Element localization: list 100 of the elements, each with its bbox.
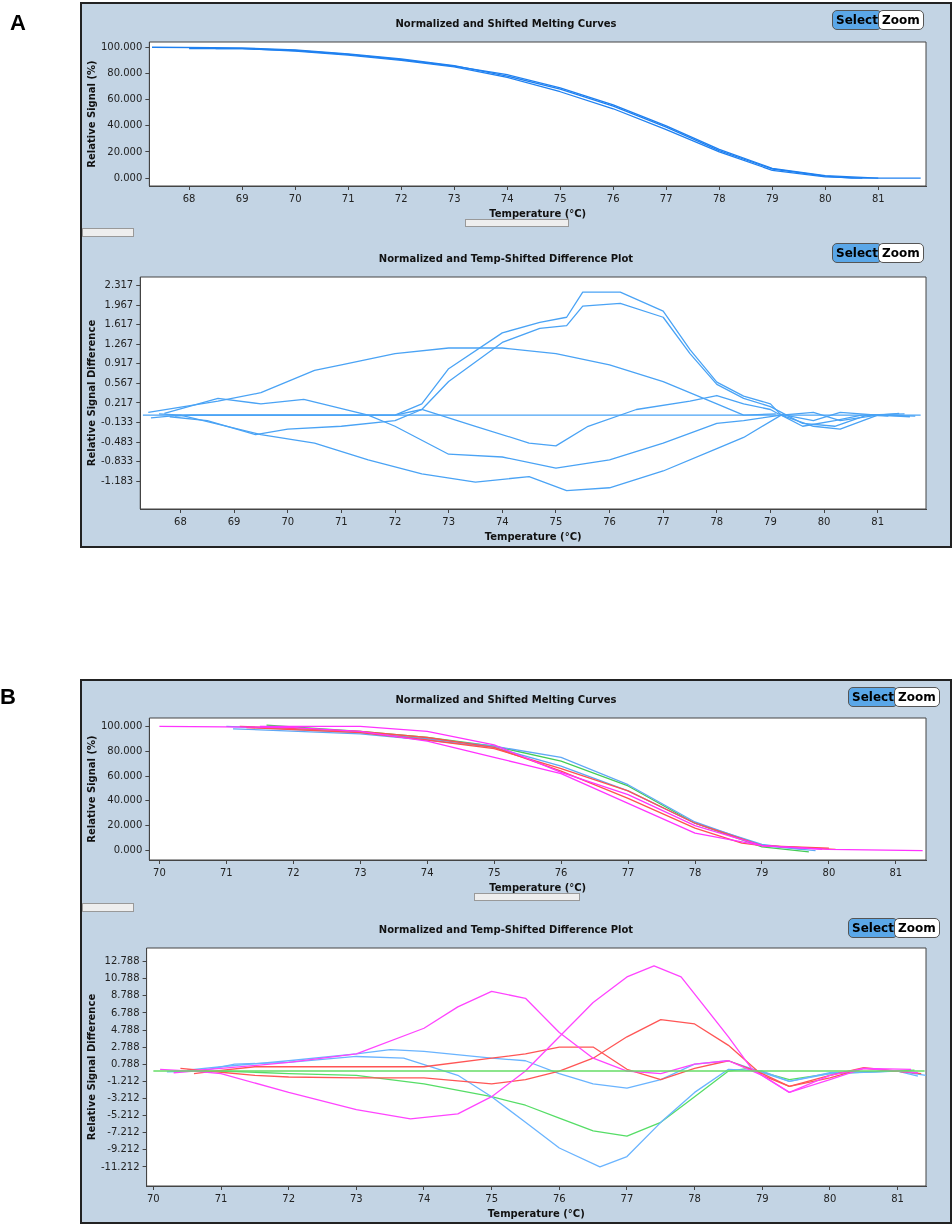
y-axis-title: Relative Signal Difference [85,993,97,1141]
y-tick-label: -11.212 [100,1160,140,1172]
y-axis-title: Relative Signal Difference [85,319,97,467]
x-tick-label: 72 [388,515,402,527]
y-tick-label: 1.617 [104,318,134,330]
y-tick-label: 20.000 [107,819,143,831]
x-tick-label: 70 [281,515,295,527]
text: B [0,684,16,710]
x-tick-label: 81 [889,866,903,878]
y-tick-label: 60.000 [107,93,143,105]
x-tick-label: 70 [147,1192,160,1204]
x-axis-title: Temperature (°C) [487,1207,585,1219]
y-tick-label: 0.788 [110,1057,140,1069]
y-tick-label: -9.212 [107,1143,140,1155]
x-axis-title: Temperature (°C) [489,207,587,219]
x-tick-label: 76 [554,866,568,878]
chart-title: Normalized and Shifted Melting Curves [395,693,617,705]
y-tick-label: 4.788 [110,1023,140,1035]
x-tick-label: 70 [288,192,302,204]
x-tick-label: 79 [755,1192,769,1204]
text: Select [832,10,882,30]
x-axis-title: Temperature (°C) [484,530,582,542]
x-tick-label: 79 [765,192,779,204]
x-tick-label: 77 [620,1192,634,1204]
y-tick-label: 80.000 [107,67,143,79]
x-tick-label: 77 [659,192,673,204]
y-tick-label: 8.788 [110,989,140,1001]
x-tick-label: 75 [487,866,501,878]
text: Select [832,243,882,263]
y-axis-title: Relative Signal (%) [85,735,97,843]
x-tick-label: 81 [871,515,885,527]
x-tick-label: 68 [182,192,196,204]
x-tick-label: 73 [349,1192,363,1204]
x-tick-label: 68 [174,515,187,527]
x-tick-label: 78 [688,866,702,878]
y-tick-label: -1.212 [107,1074,140,1086]
y-tick-label: 2.317 [104,279,134,291]
x-tick-label: 71 [335,515,348,527]
x-tick-label: 80 [817,515,831,527]
text: Zoom [894,918,940,938]
x-tick-label: 76 [606,192,620,204]
x-tick-label: 78 [710,515,724,527]
y-tick-label: 12.788 [104,955,140,967]
y-tick-label: 0.217 [104,396,134,408]
y-tick-label: -0.133 [100,416,134,428]
x-tick-label: 74 [420,866,434,878]
y-tick-label: 0.000 [113,171,143,183]
x-tick-label: 73 [447,192,461,204]
x-tick-label: 72 [394,192,408,204]
y-tick-label: 10.788 [104,972,140,984]
x-tick-label: 74 [417,1192,431,1204]
text: Zoom [878,10,924,30]
x-tick-label: 78 [688,1192,701,1204]
chart-title: Normalized and Shifted Melting Curves [395,17,617,29]
x-tick-label: 70 [153,866,166,878]
text: Select [848,918,898,938]
x-tick-label: 75 [553,192,567,204]
y-tick-label: 0.000 [113,844,143,856]
chart-title: Normalized and Temp-Shifted Difference Plot [378,252,634,264]
x-tick-label: 69 [235,192,249,204]
x-tick-label: 71 [341,192,355,204]
x-tick-label: 71 [219,866,233,878]
x-tick-label: 72 [286,866,300,878]
x-tick-label: 75 [485,1192,499,1204]
y-tick-label: 40.000 [107,119,143,131]
y-tick-label: 6.788 [110,1006,140,1018]
y-tick-label: -5.212 [107,1109,140,1121]
x-tick-label: 76 [552,1192,566,1204]
x-tick-label: 73 [353,866,367,878]
x-tick-label: 79 [755,866,769,878]
y-tick-label: 2.788 [110,1040,140,1052]
text: Select [848,687,898,707]
y-tick-label: 40.000 [107,794,143,806]
text: Zoom [894,687,940,707]
x-tick-label: 73 [442,515,456,527]
y-tick-label: 0.567 [104,376,134,388]
x-tick-label: 69 [227,515,241,527]
x-tick-label: 74 [495,515,509,527]
y-tick-label: -1.183 [100,474,134,486]
y-tick-label: -3.212 [107,1092,140,1104]
x-tick-label: 78 [712,192,726,204]
y-tick-label: -0.483 [100,435,134,447]
x-axis-title: Temperature (°C) [489,881,587,893]
y-tick-label: 100.000 [100,719,143,731]
x-tick-label: 79 [764,515,777,527]
y-tick-label: 20.000 [107,145,143,157]
chart-title: Normalized and Temp-Shifted Difference Plot [378,923,634,935]
x-tick-label: 77 [656,515,670,527]
y-tick-label: -7.212 [107,1126,140,1138]
x-tick-label: 81 [891,1192,904,1204]
x-tick-label: 80 [818,192,832,204]
y-tick-label: 100.000 [100,40,143,52]
x-tick-label: 81 [871,192,885,204]
y-axis-title: Relative Signal (%) [85,60,97,168]
x-tick-label: 75 [549,515,563,527]
y-tick-label: 80.000 [107,744,143,756]
x-tick-label: 72 [282,1192,296,1204]
y-tick-label: 1.967 [104,298,134,310]
y-tick-label: 60.000 [107,769,143,781]
x-tick-label: 77 [621,866,635,878]
